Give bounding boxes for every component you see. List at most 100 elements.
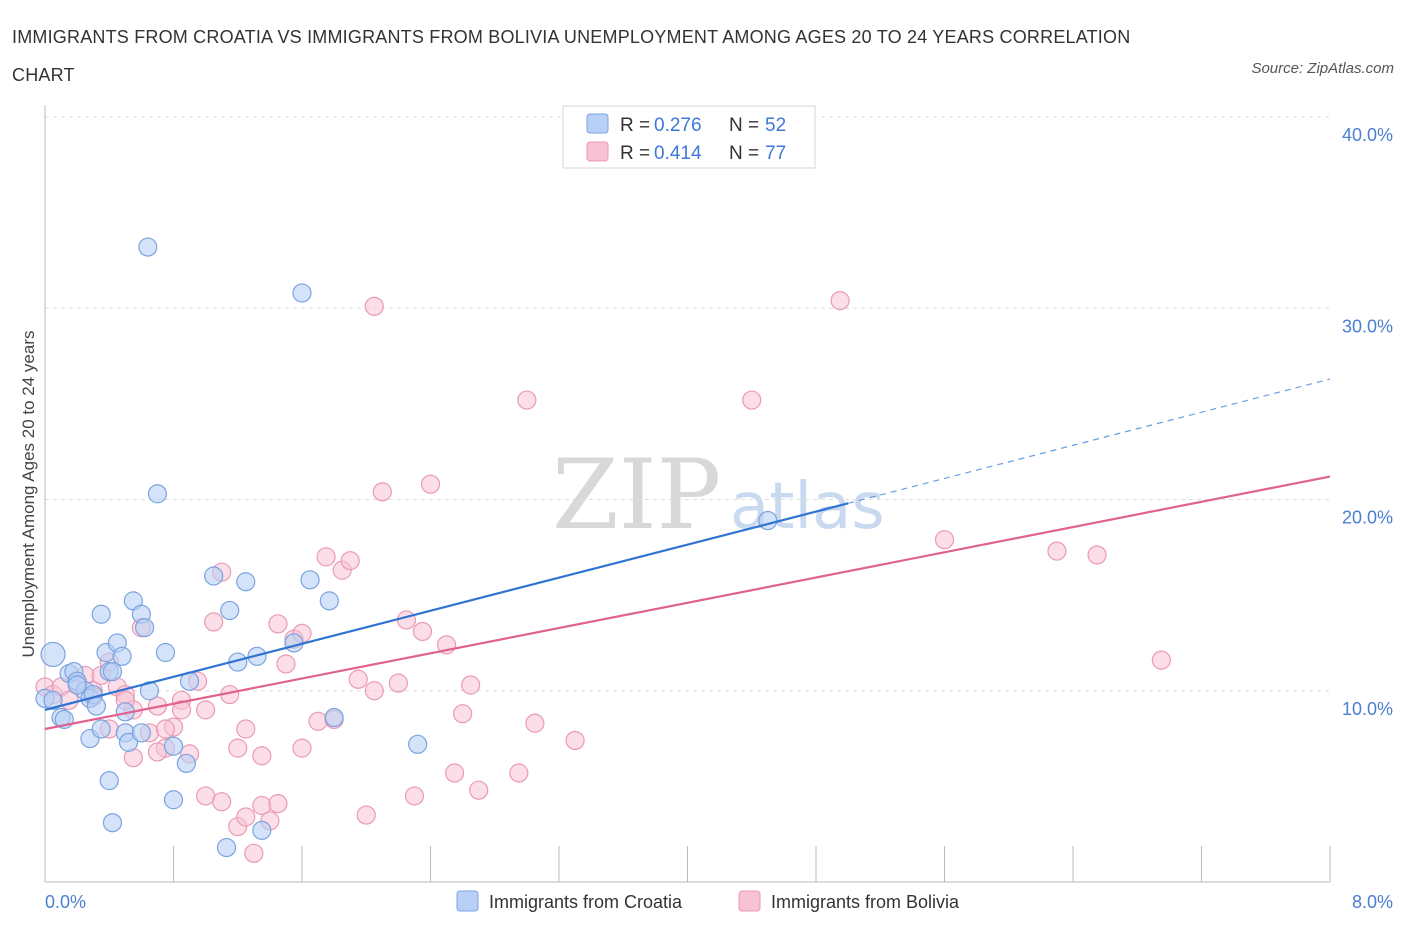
bolivia-point-73 [934, 530, 955, 550]
bolivia-trend-line [44, 475, 1331, 731]
croatia-point-45 [324, 707, 344, 728]
croatia-point-44 [252, 820, 272, 840]
croatia-point-49 [758, 510, 778, 531]
bolivia-point-28 [276, 654, 296, 674]
croatia-point-40 [118, 732, 139, 752]
y-axis-label: Unemployment Among Ages 20 to 24 years [19, 331, 38, 658]
legend-n-label-croatia: N = [729, 115, 759, 136]
legend-n-label-bolivia: N = [729, 143, 759, 164]
watermark-atlas: atlas [730, 470, 885, 544]
bolivia-point-37 [372, 482, 392, 502]
bolivia-point-49 [147, 742, 168, 762]
legend-r-value-bolivia: 0.414 [654, 143, 702, 164]
croatia-point-28 [220, 600, 240, 621]
croatia-point-33 [300, 570, 320, 590]
y-tick-labels: 10.0% 20.0% 30.0% 40.0% [1342, 125, 1393, 719]
bolivia-point-66 [509, 763, 529, 783]
croatia-point-36 [91, 719, 111, 739]
stats-legend: R = 0.276 N = 52 R = 0.414 N = 77 [562, 105, 816, 169]
bolivia-point-72 [364, 296, 384, 316]
y-tick-label-1: 20.0% [1342, 508, 1393, 528]
bolivia-point-63 [404, 786, 425, 806]
watermark: ZIP atlas [552, 439, 885, 551]
bolivia-point-32 [316, 547, 336, 567]
croatia-point-34 [319, 591, 339, 611]
bolivia-point-20 [196, 700, 216, 720]
croatia-point-37 [99, 771, 119, 791]
bolivia-point-36 [364, 681, 384, 701]
bolivia-point-76 [1151, 650, 1171, 670]
croatia-point-15 [102, 662, 123, 682]
croatia-point-42 [163, 790, 184, 810]
bolivia-point-50 [155, 719, 176, 739]
legend-swatch-bolivia [586, 141, 609, 162]
bolivia-point-53 [212, 792, 232, 812]
bolivia-point-25 [236, 719, 256, 739]
legend-r-label-croatia: R = [620, 115, 650, 136]
bolivia-point-68 [565, 730, 585, 751]
croatia-point-2 [43, 690, 63, 710]
bolivia-point-51 [171, 700, 192, 720]
bolivia-point-24 [228, 738, 248, 758]
bolivia-point-39 [396, 610, 417, 630]
croatia-trend-extension [847, 378, 1331, 504]
croatia-point-23 [147, 484, 168, 504]
bolivia-point-43 [453, 704, 473, 724]
bolivia-point-56 [244, 843, 264, 863]
source-label: Source: ZipAtlas.com [1251, 60, 1394, 77]
bolivia-point-52 [196, 786, 216, 806]
bottom-legend-label-croatia: Immigrants from Croatia [489, 892, 683, 912]
legend-n-value-bolivia: 77 [765, 143, 786, 164]
croatia-point-24 [155, 642, 176, 663]
bolivia-point-75 [1087, 545, 1107, 565]
croatia-point-46 [408, 734, 428, 754]
trend-lines [44, 378, 1331, 731]
bolivia-point-38 [388, 673, 408, 693]
croatia-point-50 [67, 675, 87, 695]
legend-r-label-bolivia: R = [620, 143, 650, 164]
bolivia-point-65 [469, 780, 489, 800]
croatia-point-1 [40, 641, 66, 668]
croatia-point-17 [112, 646, 132, 666]
croatia-point-30 [236, 572, 256, 592]
bolivia-point-64 [444, 763, 465, 783]
bolivia-point-31 [308, 711, 328, 731]
croatia-point-26 [176, 753, 196, 774]
croatia-point-38 [102, 813, 123, 833]
bottom-legend-swatch-croatia [456, 890, 479, 912]
grid [45, 116, 1330, 692]
croatia-point-43 [216, 837, 237, 858]
croatia-point-47 [138, 237, 158, 257]
bolivia-point-59 [268, 793, 288, 814]
bolivia-point-71 [830, 291, 850, 311]
bolivia-point-35 [348, 669, 368, 689]
y-tick-label-3: 40.0% [1342, 125, 1393, 145]
bottom-legend-swatch-bolivia [738, 890, 761, 912]
x-tick-label-max: 8.0% [1352, 892, 1393, 912]
axes [44, 105, 1331, 883]
legend-n-value-croatia: 52 [765, 115, 786, 136]
series-legend: Immigrants from Croatia Immigrants from … [456, 890, 960, 912]
bolivia-point-55 [236, 807, 256, 827]
legend-swatch-croatia [586, 113, 609, 134]
croatia-point-25 [163, 736, 184, 756]
bolivia-point-62 [356, 805, 376, 825]
bolivia-point-40 [412, 621, 433, 642]
croatia-point-21 [134, 618, 155, 638]
croatia-points [35, 237, 778, 858]
watermark-zip: ZIP [552, 439, 721, 551]
bolivia-point-74 [1047, 541, 1067, 561]
bolivia-point-44 [461, 675, 481, 695]
bolivia-point-21 [204, 612, 224, 632]
bolivia-point-41 [420, 474, 441, 494]
bolivia-point-60 [292, 738, 312, 758]
y-tick-label-2: 30.0% [1342, 316, 1393, 336]
croatia-point-12 [91, 604, 111, 624]
croatia-point-48 [292, 283, 312, 303]
bolivia-point-69 [517, 390, 537, 410]
croatia-trend-line [44, 502, 849, 711]
bottom-legend-label-bolivia: Immigrants from Bolivia [771, 892, 960, 912]
croatia-point-11 [86, 696, 107, 716]
legend-r-value-croatia: 0.276 [654, 115, 702, 136]
